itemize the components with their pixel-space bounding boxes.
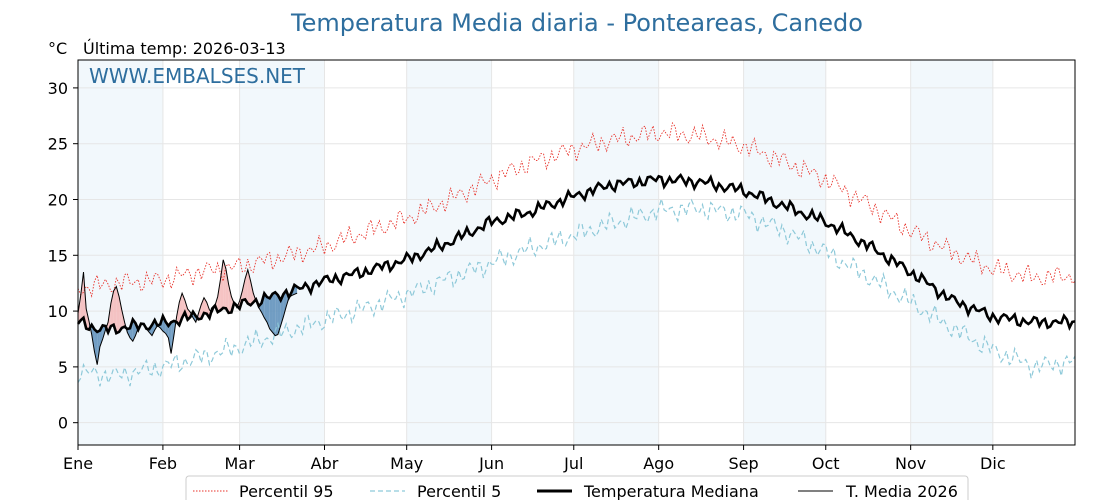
anomaly-fill-cold	[266, 297, 270, 329]
x-tick-label: May	[390, 454, 423, 473]
anomaly-fill-warm	[110, 291, 114, 327]
series-lines	[76, 121, 1076, 387]
chart-title: Temperatura Media diaria - Ponteareas, C…	[290, 9, 863, 37]
anomaly-fill-cold	[283, 290, 287, 317]
month-band-sep	[743, 60, 826, 445]
y-tick-label: 0	[58, 414, 68, 433]
plot-frame	[77, 59, 1076, 446]
last-temp-label: Última temp: 2026-03-13	[83, 39, 286, 58]
anomaly-fill-warm	[245, 269, 248, 304]
anomaly-fill-warm	[217, 279, 221, 313]
anomaly-fill-warm	[113, 286, 117, 334]
x-tick-label: Sep	[729, 454, 759, 473]
x-tick-label: Nov	[895, 454, 926, 473]
anomaly-fill-cold	[275, 292, 278, 336]
series-line-2026	[77, 259, 298, 365]
grid-lines	[77, 60, 1075, 445]
series-line-p5	[77, 196, 1076, 387]
anomaly-fill-cold	[94, 329, 98, 365]
anomaly-fill-warm	[80, 272, 84, 321]
x-tick-label: Abr	[311, 454, 339, 473]
x-tick-label: Mar	[225, 454, 256, 473]
anomaly-fill-cold	[168, 322, 172, 354]
legend-label-p5: Percentil 5	[417, 482, 501, 500]
anomaly-fill-warm	[242, 278, 246, 301]
anomaly-fill-cold	[171, 320, 174, 354]
x-tick-label: Jun	[478, 454, 504, 473]
anomaly-fill-cold	[97, 330, 100, 365]
anomaly-fill-warm	[116, 286, 120, 334]
series-line-median	[76, 172, 1076, 336]
legend: Percentil 95 Percentil 5 Temperatura Med…	[185, 475, 969, 500]
anomaly-fill-cold	[269, 293, 273, 333]
anomaly-fill-cold	[272, 292, 276, 336]
y-axis-ticks: 0 5 10 15 20 25 30	[48, 79, 78, 433]
y-tick-label: 20	[48, 190, 68, 209]
y-tick-label: 15	[48, 246, 68, 265]
anomaly-fill-warm	[228, 284, 232, 313]
legend-label-median: Temperatura Mediana	[583, 482, 759, 500]
x-tick-label: Jul	[563, 454, 583, 473]
x-tick-label: Dic	[980, 454, 1006, 473]
anomaly-fill-warm	[220, 259, 224, 311]
y-tick-label: 10	[48, 302, 68, 321]
watermark: WWW.EMBALSES.NET	[89, 64, 306, 88]
x-tick-label: Ago	[643, 454, 674, 473]
legend-label-2026: T. Media 2026	[845, 482, 958, 500]
unit-label: °C	[48, 39, 67, 58]
legend-label-p95: Percentil 95	[239, 482, 334, 500]
x-tick-label: Feb	[149, 454, 177, 473]
x-tick-label: Oct	[812, 454, 840, 473]
y-tick-label: 30	[48, 79, 68, 98]
month-band-may	[406, 60, 492, 445]
anomaly-fill-warm	[250, 280, 254, 306]
anomaly-fill-warm	[223, 259, 226, 309]
anomaly-fill-cold	[264, 293, 267, 323]
month-band-jul	[573, 60, 659, 445]
anomaly-fill-warm	[225, 268, 229, 313]
month-band-ene	[78, 60, 163, 445]
x-tick-label: Ene	[63, 454, 93, 473]
month-bands	[78, 60, 993, 445]
month-band-nov	[910, 60, 993, 445]
legend-box	[185, 475, 969, 500]
anomaly-fill-warm	[119, 296, 122, 332]
y-tick-label: 5	[58, 358, 68, 377]
x-axis-ticks: Ene Feb Mar Abr May Jun Jul Ago Sep Oct Nov Dic	[63, 445, 1006, 473]
y-tick-label: 25	[48, 135, 68, 154]
month-band-mar	[239, 60, 325, 445]
